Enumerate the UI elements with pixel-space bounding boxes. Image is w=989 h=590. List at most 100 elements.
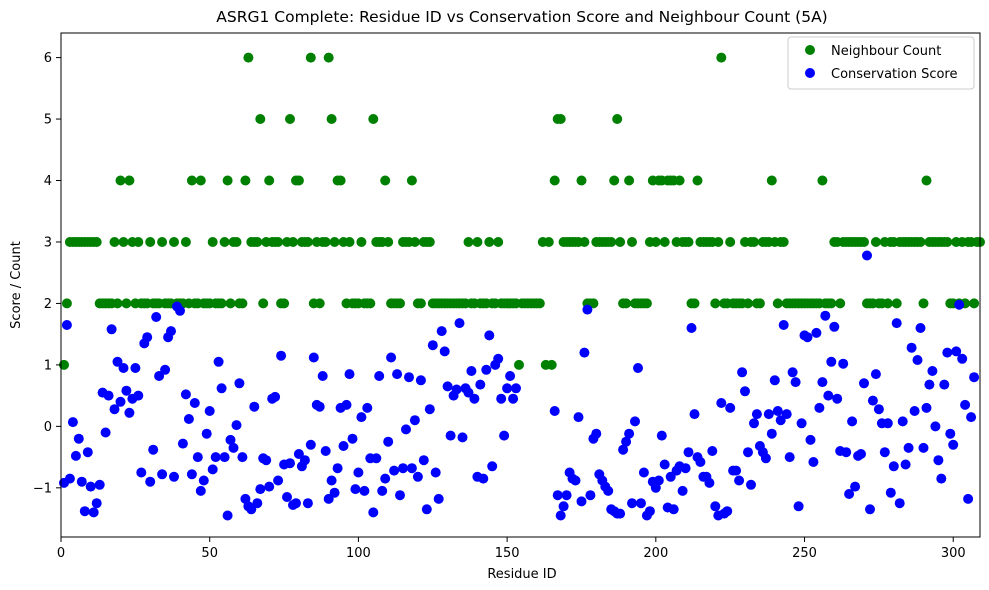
point-conservation-score — [389, 465, 400, 476]
point-conservation-score — [746, 479, 756, 490]
point-conservation-score — [796, 418, 807, 429]
point-neighbour-count — [255, 114, 266, 124]
point-conservation-score — [210, 452, 221, 463]
point-conservation-score — [285, 458, 295, 469]
point-neighbour-count — [692, 175, 703, 186]
point-conservation-score — [341, 399, 352, 410]
point-neighbour-count — [627, 237, 637, 247]
point-conservation-score — [177, 438, 188, 449]
point-conservation-score — [180, 389, 191, 400]
point-neighbour-count — [650, 237, 661, 247]
point-conservation-score — [966, 412, 977, 423]
point-conservation-score — [276, 350, 287, 361]
point-conservation-score — [725, 402, 736, 413]
point-neighbour-count — [243, 52, 254, 63]
point-conservation-score — [249, 401, 260, 412]
point-conservation-score — [457, 432, 468, 443]
point-neighbour-count — [329, 237, 340, 247]
point-conservation-score — [885, 487, 896, 498]
point-conservation-score — [273, 475, 284, 486]
point-conservation-score — [305, 439, 316, 450]
point-conservation-score — [740, 386, 750, 397]
point-conservation-score — [73, 433, 84, 444]
point-conservation-score — [175, 305, 185, 316]
point-neighbour-count — [326, 114, 337, 124]
point-conservation-score — [91, 498, 102, 509]
point-conservation-score — [160, 364, 171, 375]
point-neighbour-count — [293, 175, 304, 186]
legend-marker-conservation-score — [805, 68, 815, 78]
point-conservation-score — [231, 420, 242, 431]
point-conservation-score — [314, 401, 325, 412]
point-conservation-score — [317, 371, 328, 381]
point-conservation-score — [850, 481, 861, 492]
point-conservation-score — [136, 467, 147, 478]
point-conservation-score — [183, 414, 194, 424]
point-neighbour-count — [383, 237, 394, 247]
point-conservation-score — [418, 455, 429, 466]
point-neighbour-count — [406, 175, 417, 186]
point-conservation-score — [838, 358, 849, 369]
point-conservation-score — [368, 507, 379, 518]
point-conservation-score — [888, 461, 899, 472]
point-conservation-score — [356, 412, 367, 423]
point-neighbour-count — [674, 175, 685, 186]
point-conservation-score — [909, 406, 920, 416]
point-conservation-score — [478, 473, 489, 484]
point-conservation-score — [195, 485, 206, 496]
point-conservation-score — [505, 371, 516, 381]
point-neighbour-count — [124, 175, 135, 186]
point-conservation-score — [603, 485, 614, 496]
point-neighbour-count — [609, 175, 620, 186]
point-conservation-score — [157, 469, 168, 480]
point-neighbour-count — [368, 114, 379, 124]
point-conservation-score — [189, 398, 200, 408]
point-conservation-score — [225, 434, 236, 445]
x-tick-label: 150 — [495, 546, 520, 561]
point-conservation-score — [957, 353, 968, 364]
point-neighbour-count — [713, 237, 724, 247]
point-conservation-score — [555, 510, 566, 521]
point-conservation-score — [867, 395, 878, 406]
point-conservation-score — [79, 506, 90, 517]
point-conservation-score — [704, 477, 715, 488]
point-neighbour-count — [320, 237, 331, 247]
legend: Neighbour Count Conservation Score — [787, 36, 975, 90]
point-conservation-score — [371, 453, 382, 464]
point-conservation-score — [772, 406, 783, 416]
point-conservation-score — [558, 501, 569, 512]
y-tick-label: 5 — [44, 113, 52, 128]
point-neighbour-count — [195, 175, 206, 186]
point-neighbour-count — [615, 237, 626, 247]
point-conservation-score — [442, 381, 453, 392]
y-axis: −1 0 1 2 3 4 5 6 — [33, 51, 61, 496]
point-conservation-score — [576, 496, 587, 507]
point-conservation-score — [636, 498, 646, 509]
point-conservation-score — [142, 332, 153, 343]
point-conservation-score — [246, 504, 257, 515]
point-neighbour-count — [91, 237, 102, 247]
point-conservation-score — [656, 430, 667, 441]
point-neighbour-count — [133, 237, 144, 247]
point-neighbour-count — [766, 175, 777, 186]
point-conservation-score — [299, 455, 310, 466]
point-conservation-score — [790, 377, 801, 388]
point-conservation-score — [781, 409, 792, 420]
points-layer — [59, 52, 985, 521]
point-conservation-score — [293, 449, 304, 459]
point-conservation-score — [862, 250, 872, 261]
point-conservation-score — [659, 459, 670, 470]
point-conservation-score — [618, 444, 629, 455]
point-conservation-score — [70, 450, 81, 461]
x-tick-label: 50 — [201, 546, 218, 561]
point-conservation-score — [308, 352, 319, 363]
point-conservation-score — [552, 490, 563, 501]
point-conservation-score — [811, 327, 822, 338]
point-neighbour-count — [493, 237, 504, 247]
point-conservation-score — [778, 320, 789, 330]
point-conservation-score — [820, 310, 831, 321]
point-conservation-score — [115, 396, 126, 407]
point-conservation-score — [870, 369, 881, 380]
point-neighbour-count — [514, 359, 524, 370]
point-conservation-score — [805, 434, 816, 445]
